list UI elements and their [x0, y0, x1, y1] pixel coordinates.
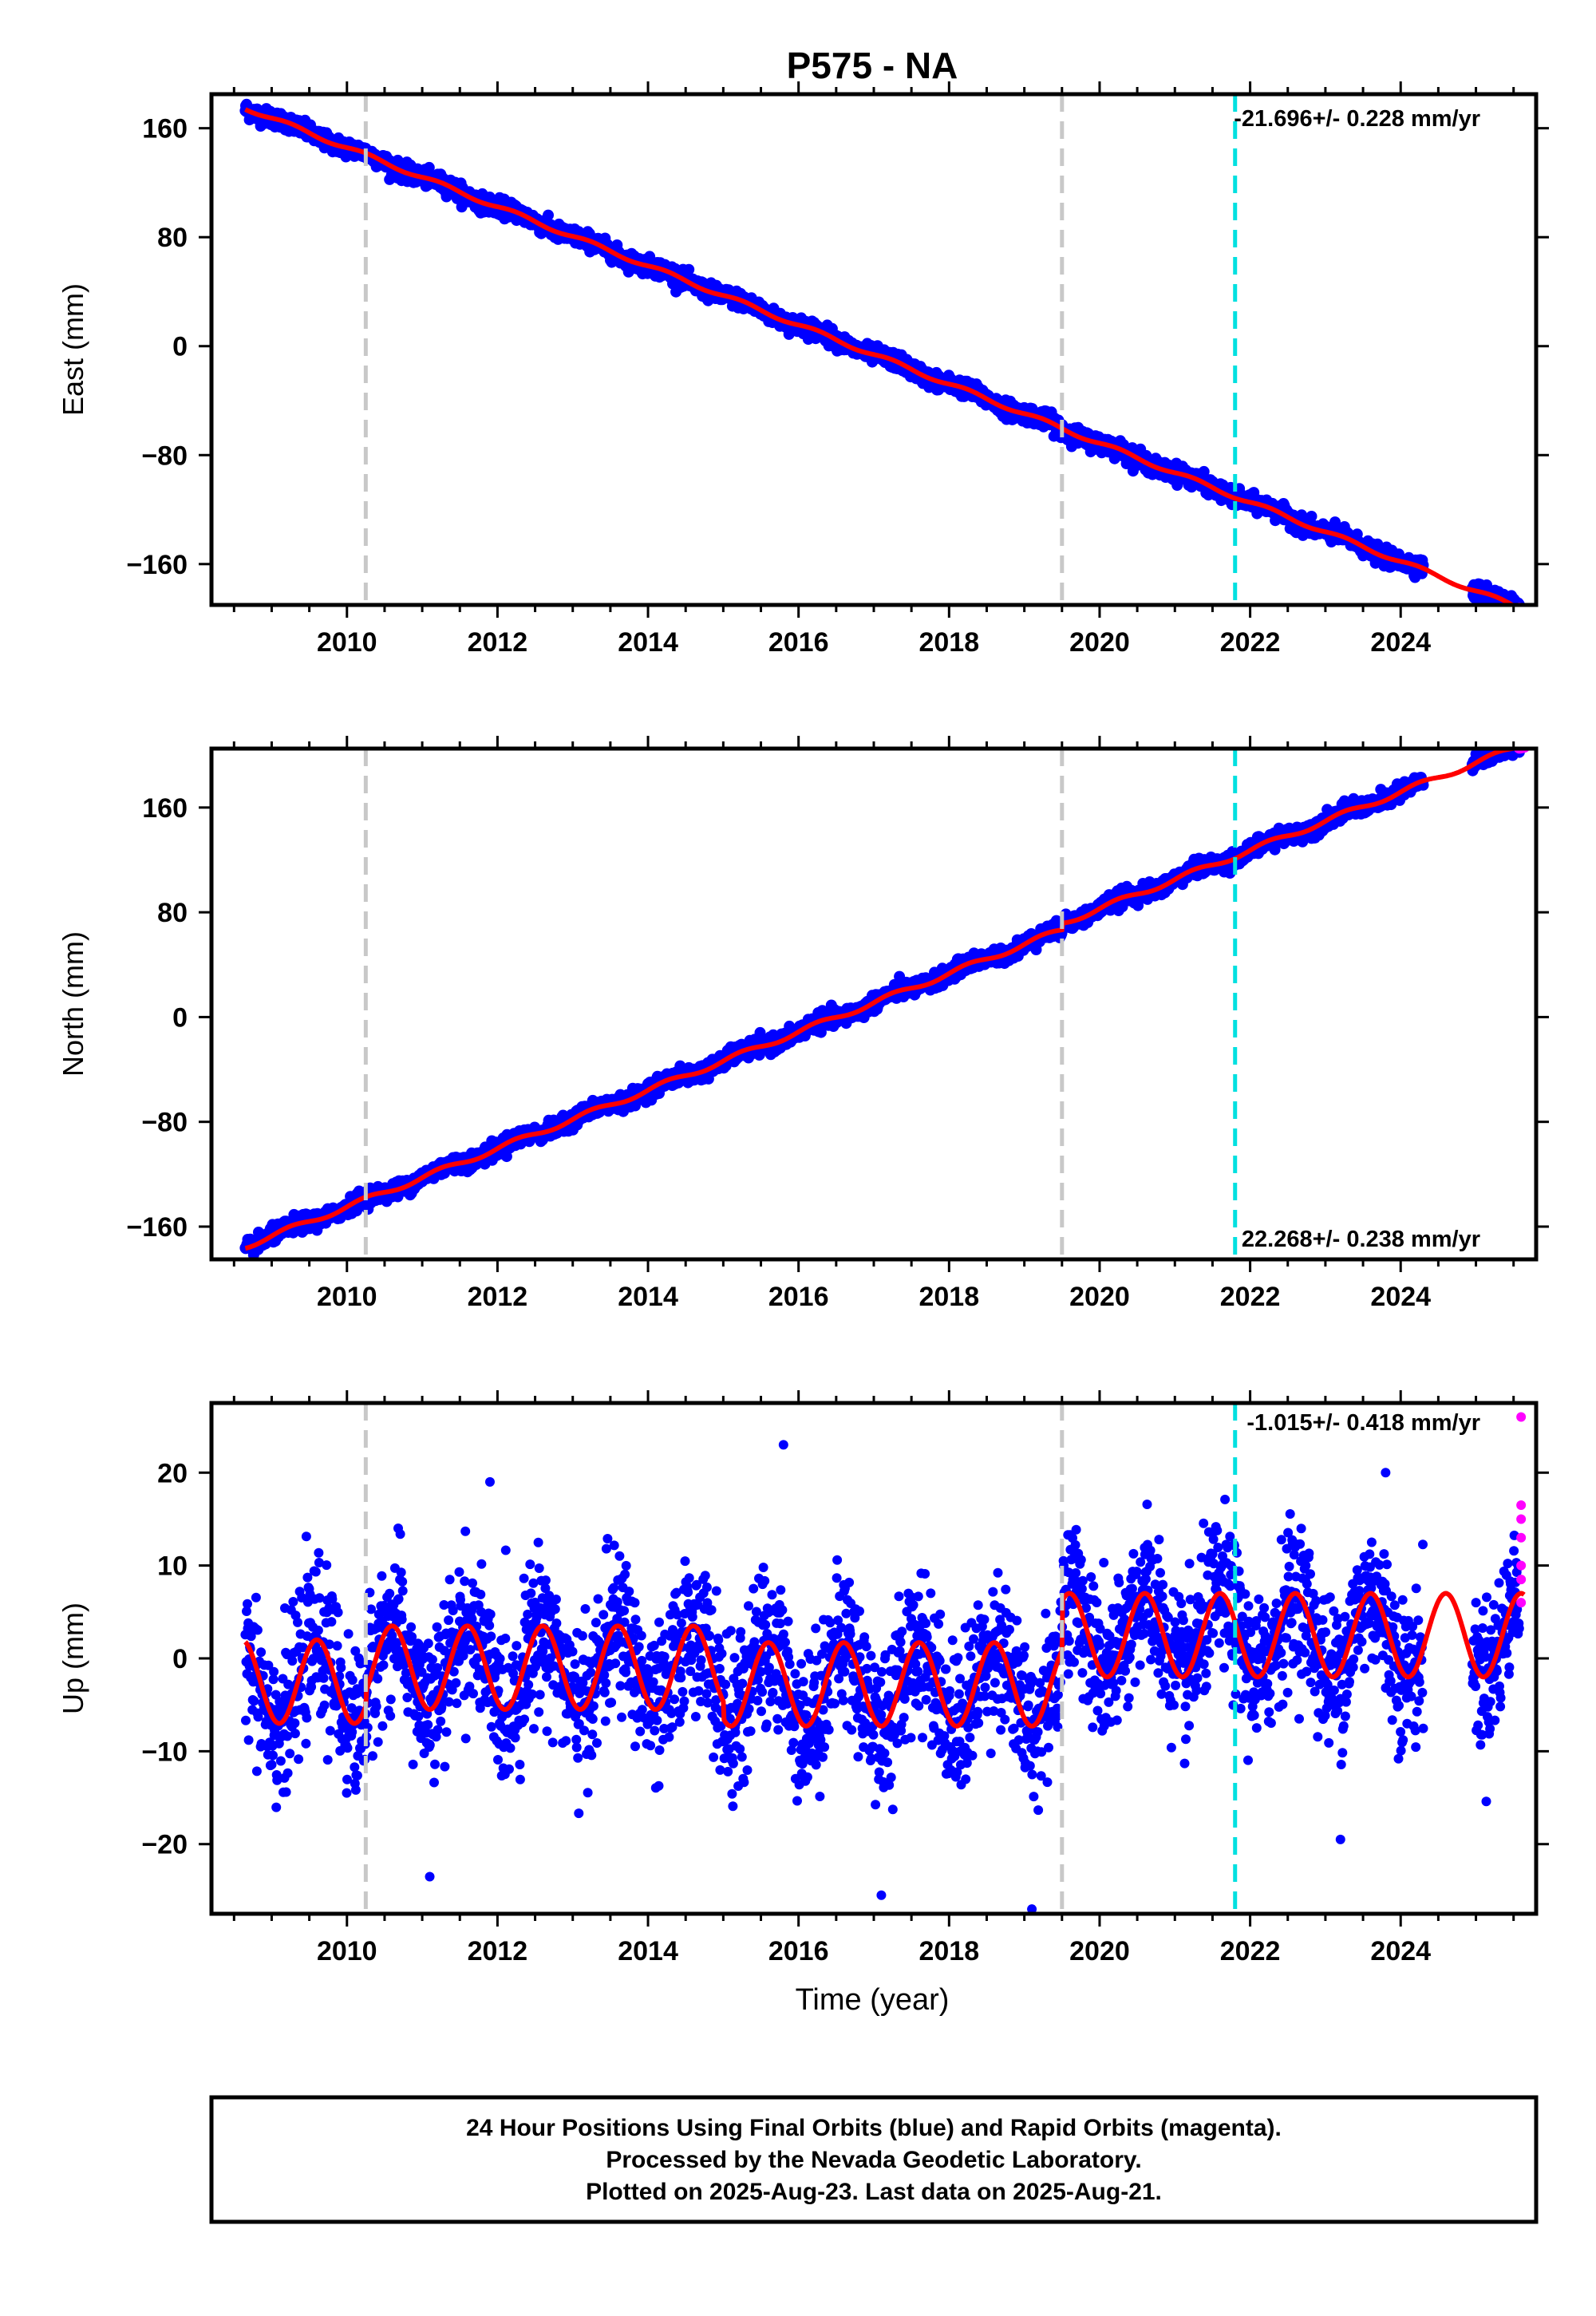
east-data-point [423, 161, 435, 173]
east-data-point [683, 263, 695, 275]
east-y-tick-label: 80 [157, 223, 188, 253]
figure-title: P575 - NA [787, 45, 958, 86]
north-plot-area [239, 749, 1531, 1259]
east-x-tick-label: 2014 [618, 627, 678, 658]
east-y-tick-label: 0 [172, 332, 188, 362]
east-x-tick-label: 2020 [1069, 627, 1130, 658]
east-y-tick-label: −160 [126, 550, 188, 580]
east-x-tick-label: 2010 [317, 627, 377, 658]
north-panel: 2010 2012 2014 2016 2018 2020 2022 2024160800−8… [57, 736, 1549, 1312]
east-panel: 2010 2012 2014 2016 2018 2020 2022 2024 160 80 0 −8… [57, 81, 1549, 658]
east-model-curve [244, 107, 1518, 605]
east-y-axis-label: East (mm) [57, 283, 89, 416]
east-x-tick-label: 2022 [1220, 627, 1281, 658]
east-rapid-point [1518, 605, 1531, 618]
east-x-tick-label: 2012 [468, 627, 528, 658]
east-rate-label: -21.696+/- 0.228 mm/yr [1234, 106, 1480, 132]
east-y-tick-label: 160 [142, 114, 188, 144]
east-y-tick-label: −80 [141, 441, 188, 471]
east-data-point [1306, 511, 1317, 522]
north-data-point [815, 1026, 827, 1038]
east-x-tick-label: 2018 [918, 627, 979, 658]
east-final-orbit-points [239, 98, 1525, 605]
east-x-tick-label: 2016 [768, 627, 829, 658]
east-x-tick-label: 2024 [1370, 627, 1431, 658]
east-plot-area [239, 98, 1531, 618]
east-data-point [543, 209, 554, 221]
